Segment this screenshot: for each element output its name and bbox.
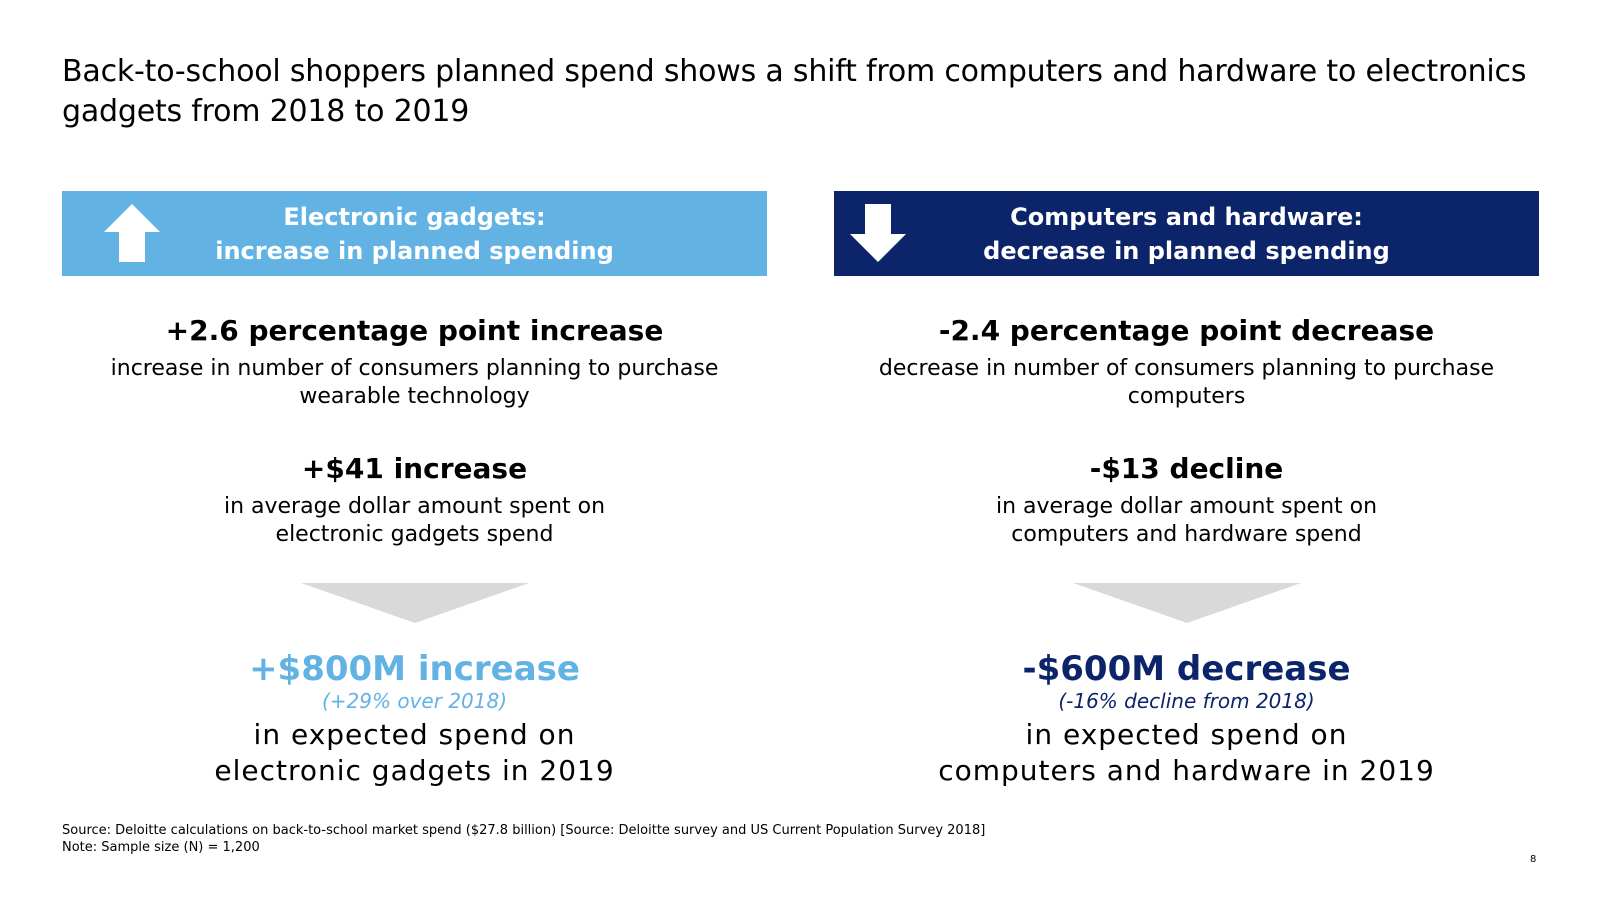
expected-spend-description: in expected spend on electronic gadgets … xyxy=(62,717,767,789)
electronic-gadgets-column: +2.6 percentage point increase increase … xyxy=(62,311,767,789)
average-spend-description: in average dollar amount spent on comput… xyxy=(834,493,1539,549)
arrow-up-icon xyxy=(104,204,160,262)
expected-spend-description: in expected spend on computers and hardw… xyxy=(834,717,1539,789)
computers-hardware-banner: Computers and hardware: decrease in plan… xyxy=(834,191,1539,276)
description-line-1: in average dollar amount spent on xyxy=(995,494,1378,519)
arrow-down-icon xyxy=(850,204,906,262)
banner-line-1: Electronic gadgets: xyxy=(283,202,546,231)
expected-spend-note: (-16% decline from 2018) xyxy=(1058,689,1315,713)
consumer-share-headline: -2.4 percentage point decrease xyxy=(938,314,1435,347)
description-line-1: in expected spend on xyxy=(1025,718,1348,751)
description-line-1: decrease in number of consumers planning… xyxy=(878,356,1495,381)
average-spend-description: in average dollar amount spent on electr… xyxy=(62,493,767,549)
consumer-share-description: decrease in number of consumers planning… xyxy=(834,355,1539,411)
consumer-share-headline: +2.6 percentage point increase xyxy=(165,314,664,347)
description-line-2: wearable technology xyxy=(299,384,530,409)
source-note: Source: Deloitte calculations on back-to… xyxy=(62,823,986,838)
expected-spend-headline: +$800M increase xyxy=(249,649,580,689)
description-line-2: computers xyxy=(1127,384,1246,409)
page-title: Back-to-school shoppers planned spend sh… xyxy=(62,54,1527,129)
expected-spend-headline: -$600M decrease xyxy=(1022,649,1351,689)
description-line-1: in average dollar amount spent on xyxy=(223,494,606,519)
banner-line-2: decrease in planned spending xyxy=(983,236,1390,265)
chevron-down-icon xyxy=(300,583,529,623)
chevron-down-icon xyxy=(1072,583,1301,623)
sample-size-note: Note: Sample size (N) = 1,200 xyxy=(62,840,260,855)
average-spend-headline: +$41 increase xyxy=(301,452,528,485)
footnotes: Source: Deloitte calculations on back-to… xyxy=(62,822,985,856)
expected-spend-note: (+29% over 2018) xyxy=(321,689,508,713)
banner-line-2: increase in planned spending xyxy=(215,236,614,265)
description-line-2: electronic gadgets in 2019 xyxy=(214,754,615,787)
average-spend-block: +$41 increase in average dollar amount s… xyxy=(62,449,767,549)
average-spend-headline: -$13 decline xyxy=(1089,452,1284,485)
consumer-share-description: increase in number of consumers planning… xyxy=(62,355,767,411)
description-line-2: computers and hardware in 2019 xyxy=(938,754,1435,787)
description-line-1: in expected spend on xyxy=(253,718,576,751)
average-spend-block: -$13 decline in average dollar amount sp… xyxy=(834,449,1539,549)
banner-line-1: Computers and hardware: xyxy=(1010,202,1363,231)
page-number: 8 xyxy=(1530,854,1537,865)
description-line-2: electronic gadgets spend xyxy=(275,522,554,547)
description-line-1: increase in number of consumers planning… xyxy=(110,356,719,381)
computers-hardware-column: -2.4 percentage point decrease decrease … xyxy=(834,311,1539,789)
electronic-gadgets-banner: Electronic gadgets: increase in planned … xyxy=(62,191,767,276)
description-line-2: computers and hardware spend xyxy=(1011,522,1362,547)
